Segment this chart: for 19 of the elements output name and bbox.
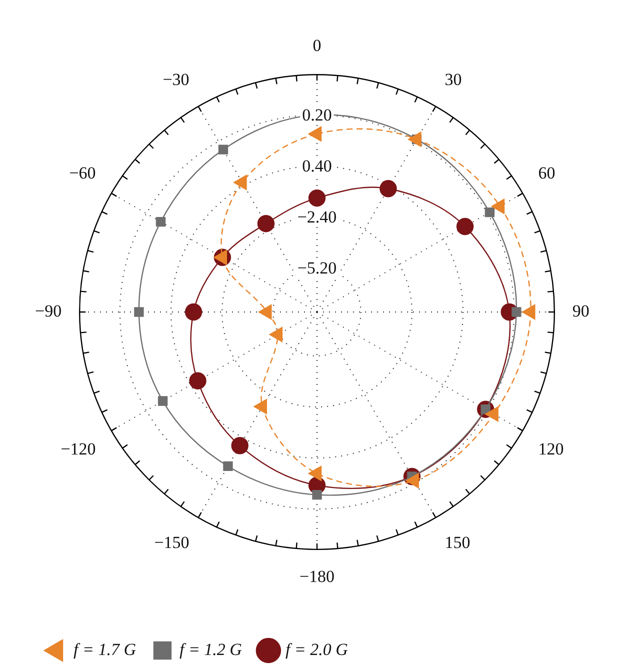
spoke-label: 120 xyxy=(538,439,564,458)
text: 0.40 xyxy=(302,156,332,176)
spoke-label: −180 xyxy=(299,567,335,586)
spoke-label: 0 xyxy=(312,36,322,55)
spoke-label: 30 xyxy=(444,70,462,90)
spoke-label: −90 xyxy=(34,301,62,320)
spoke-label: 60 xyxy=(538,164,556,183)
spoke-label: −120 xyxy=(60,439,96,458)
legend-label: f = 1.2 G xyxy=(179,640,242,659)
spoke-label: −150 xyxy=(154,532,190,552)
spoke-label: 150 xyxy=(444,532,470,552)
spoke-label: −60 xyxy=(69,164,96,183)
spoke-label: −30 xyxy=(162,70,190,90)
legend-label: f = 2.0 G xyxy=(285,640,348,659)
spoke-label: 90 xyxy=(572,301,590,320)
text: −2.40 xyxy=(297,208,337,227)
text: −5.20 xyxy=(297,258,337,278)
legend-label: f = 1.7 G xyxy=(74,640,136,659)
text: 0.20 xyxy=(302,105,332,124)
